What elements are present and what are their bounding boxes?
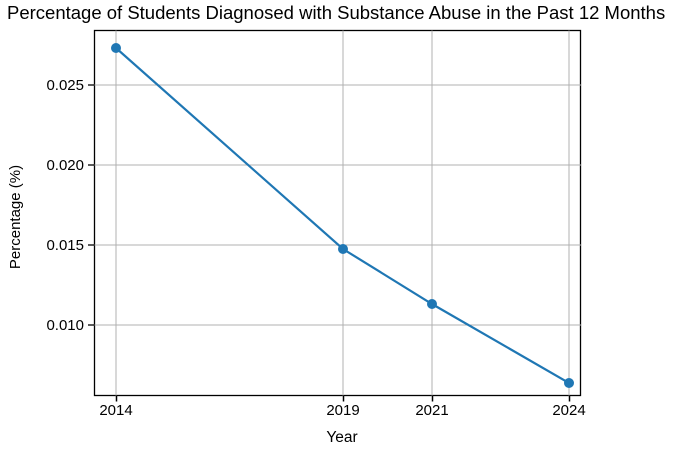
svg-text:2014: 2014 bbox=[99, 402, 132, 419]
svg-text:0.020: 0.020 bbox=[46, 157, 84, 174]
svg-text:2019: 2019 bbox=[326, 402, 359, 419]
svg-text:Percentage of Students Diagnos: Percentage of Students Diagnosed with Su… bbox=[7, 2, 665, 23]
svg-text:2024: 2024 bbox=[552, 402, 585, 419]
svg-text:0.010: 0.010 bbox=[46, 317, 84, 334]
svg-text:Percentage (%): Percentage (%) bbox=[7, 165, 24, 269]
svg-text:Year: Year bbox=[326, 429, 357, 446]
svg-text:2021: 2021 bbox=[415, 402, 448, 419]
svg-text:0.015: 0.015 bbox=[46, 237, 84, 254]
svg-text:0.025: 0.025 bbox=[46, 77, 84, 94]
